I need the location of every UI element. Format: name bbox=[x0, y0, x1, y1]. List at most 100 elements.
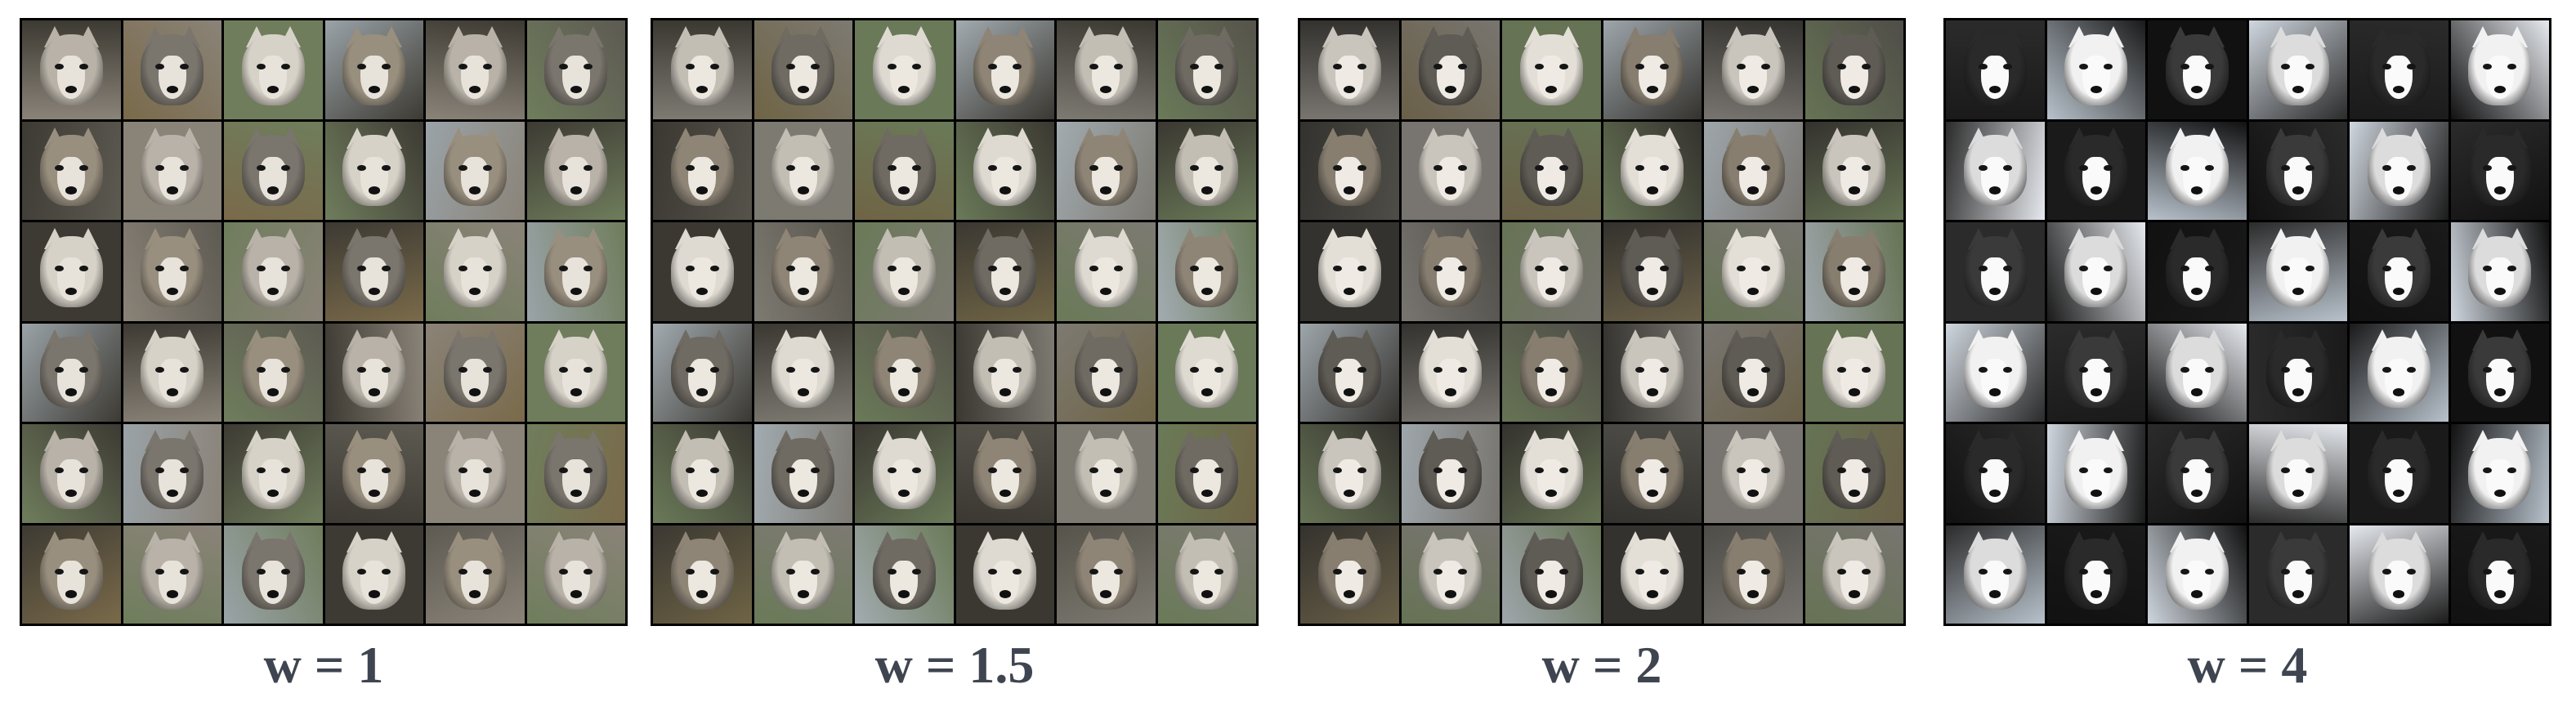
dog-sample-image bbox=[1805, 525, 1903, 624]
dog-sample-image bbox=[1502, 222, 1601, 321]
dog-sample-image bbox=[324, 222, 423, 321]
dog-sample-image bbox=[1946, 222, 2045, 321]
dog-sample-image bbox=[2148, 323, 2247, 422]
dog-sample-image bbox=[22, 424, 121, 523]
dog-sample-image bbox=[324, 121, 423, 220]
dog-sample-image bbox=[2450, 121, 2549, 220]
dog-sample-image bbox=[754, 424, 852, 523]
dog-sample-image bbox=[426, 323, 525, 422]
dog-sample-image bbox=[1057, 222, 1156, 321]
dog-sample-image bbox=[653, 20, 752, 119]
panel-w-1-5: w = 1.5 bbox=[651, 18, 1259, 696]
dog-sample-image bbox=[653, 525, 752, 624]
dog-sample-image bbox=[2046, 121, 2145, 220]
dog-sample-image bbox=[123, 20, 221, 119]
dog-sample-image bbox=[224, 222, 323, 321]
dog-sample-image bbox=[1157, 20, 1256, 119]
dog-sample-image bbox=[224, 20, 323, 119]
dog-sample-image bbox=[754, 323, 852, 422]
dog-sample-image bbox=[426, 424, 525, 523]
dog-sample-image bbox=[1057, 424, 1156, 523]
dog-sample-image bbox=[1300, 222, 1399, 321]
dog-sample-image bbox=[855, 323, 954, 422]
dog-sample-image bbox=[2248, 121, 2347, 220]
dog-sample-image bbox=[2148, 525, 2247, 624]
dog-sample-image bbox=[1805, 323, 1903, 422]
dog-sample-image bbox=[1502, 323, 1601, 422]
dog-sample-image bbox=[1502, 121, 1601, 220]
dog-sample-image bbox=[1057, 525, 1156, 624]
dog-sample-image bbox=[224, 525, 323, 624]
dog-sample-image bbox=[2350, 222, 2449, 321]
dog-sample-image bbox=[2350, 323, 2449, 422]
dog-sample-image bbox=[1300, 424, 1399, 523]
dog-sample-image bbox=[1157, 323, 1256, 422]
dog-sample-image bbox=[123, 525, 221, 624]
dog-sample-image bbox=[1805, 121, 1903, 220]
panel-w-4: w = 4 bbox=[1943, 18, 2551, 696]
dog-sample-image bbox=[955, 424, 1054, 523]
dog-sample-image bbox=[324, 424, 423, 523]
dog-sample-image bbox=[123, 424, 221, 523]
dog-sample-image bbox=[1603, 20, 1702, 119]
sample-grid bbox=[1298, 18, 1906, 626]
dog-sample-image bbox=[2248, 222, 2347, 321]
dog-sample-image bbox=[1157, 121, 1256, 220]
dog-sample-image bbox=[2248, 323, 2347, 422]
dog-sample-image bbox=[1502, 20, 1601, 119]
dog-sample-image bbox=[1805, 20, 1903, 119]
dog-sample-image bbox=[526, 424, 625, 523]
dog-sample-image bbox=[955, 121, 1054, 220]
dog-sample-image bbox=[22, 525, 121, 624]
dog-sample-image bbox=[1603, 424, 1702, 523]
dog-sample-image bbox=[526, 20, 625, 119]
dog-sample-image bbox=[653, 323, 752, 422]
dog-sample-image bbox=[1704, 20, 1803, 119]
dog-sample-image bbox=[426, 121, 525, 220]
dog-sample-image bbox=[526, 525, 625, 624]
dog-sample-image bbox=[754, 222, 852, 321]
dog-sample-image bbox=[22, 323, 121, 422]
dog-sample-image bbox=[955, 222, 1054, 321]
dog-sample-image bbox=[1603, 323, 1702, 422]
dog-sample-image bbox=[2450, 525, 2549, 624]
dog-sample-image bbox=[1704, 323, 1803, 422]
dog-sample-image bbox=[1401, 323, 1500, 422]
dog-sample-image bbox=[2248, 424, 2347, 523]
dog-sample-image bbox=[1057, 323, 1156, 422]
dog-sample-image bbox=[653, 222, 752, 321]
dog-sample-image bbox=[855, 222, 954, 321]
dog-sample-image bbox=[1704, 424, 1803, 523]
dog-sample-image bbox=[2148, 121, 2247, 220]
dog-sample-image bbox=[1401, 525, 1500, 624]
dog-sample-image bbox=[1300, 20, 1399, 119]
dog-sample-image bbox=[2046, 222, 2145, 321]
dog-sample-image bbox=[224, 121, 323, 220]
dog-sample-image bbox=[1401, 424, 1500, 523]
dog-sample-image bbox=[855, 121, 954, 220]
dog-sample-image bbox=[1704, 121, 1803, 220]
dog-sample-image bbox=[123, 323, 221, 422]
dog-sample-image bbox=[1603, 525, 1702, 624]
dog-sample-image bbox=[22, 121, 121, 220]
dog-sample-image bbox=[2350, 20, 2449, 119]
dog-sample-image bbox=[1603, 121, 1702, 220]
dog-sample-image bbox=[224, 323, 323, 422]
dog-sample-image bbox=[1300, 323, 1399, 422]
dog-sample-image bbox=[2148, 20, 2247, 119]
dog-sample-image bbox=[1401, 222, 1500, 321]
dog-sample-image bbox=[2450, 222, 2549, 321]
dog-sample-image bbox=[2350, 121, 2449, 220]
dog-sample-image bbox=[1057, 20, 1156, 119]
dog-sample-image bbox=[2046, 20, 2145, 119]
dog-sample-image bbox=[1157, 424, 1256, 523]
dog-sample-image bbox=[1946, 121, 2045, 220]
dog-sample-image bbox=[526, 222, 625, 321]
dog-sample-image bbox=[526, 121, 625, 220]
dog-sample-image bbox=[1157, 525, 1256, 624]
dog-sample-image bbox=[1157, 222, 1256, 321]
dog-sample-image bbox=[855, 424, 954, 523]
dog-sample-image bbox=[22, 222, 121, 321]
dog-sample-image bbox=[754, 525, 852, 624]
panel-caption: w = 4 bbox=[2187, 636, 2308, 694]
